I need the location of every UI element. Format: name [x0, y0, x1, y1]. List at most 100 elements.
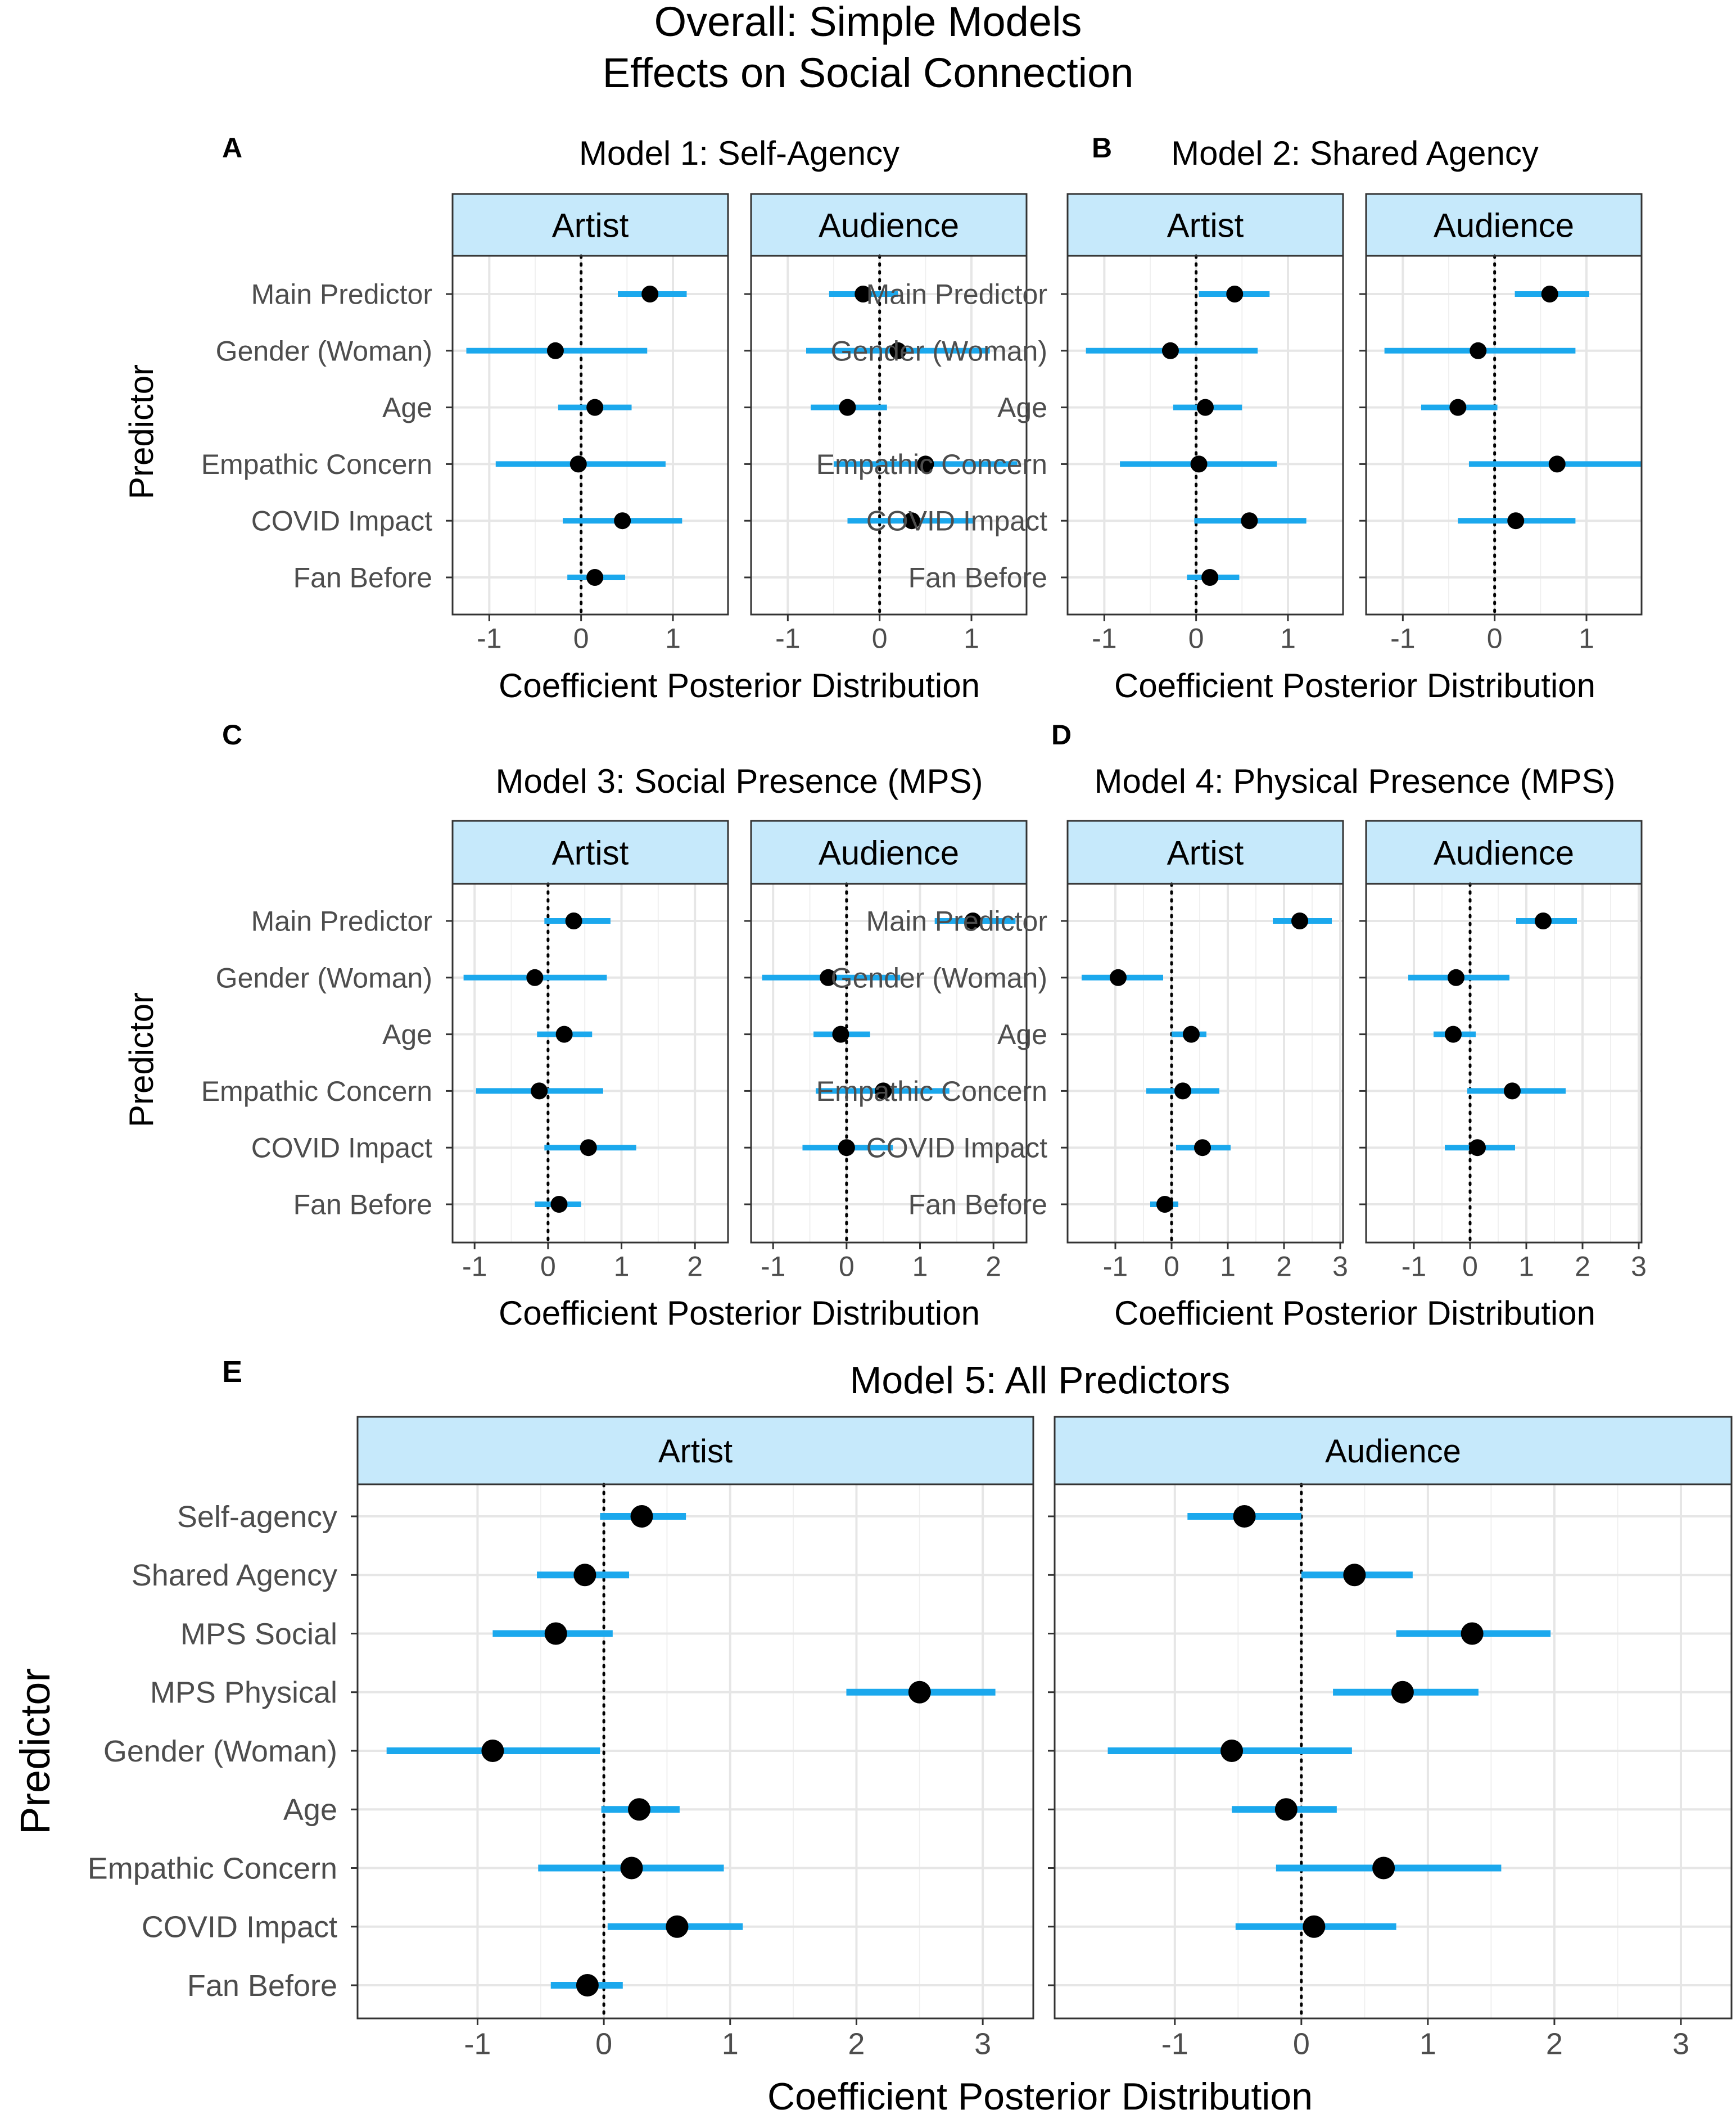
estimate-point	[832, 1026, 849, 1043]
x-tick-label: 1	[614, 1251, 630, 1282]
predictor-label: Main Predictor	[251, 906, 432, 937]
estimate-point	[1448, 969, 1464, 986]
facet-border	[451, 255, 729, 616]
estimate-point	[1241, 512, 1258, 530]
facet-border	[750, 883, 1028, 1244]
estimate-point	[1190, 455, 1208, 473]
x-tick-label: 1	[1518, 1251, 1534, 1282]
estimate-point	[573, 1564, 596, 1587]
estimate-point	[614, 512, 631, 530]
facet-strip-label: Artist	[552, 834, 629, 872]
predictor-label: COVID Impact	[142, 1910, 337, 1944]
predictor-label: Self-agency	[177, 1500, 337, 1534]
estimate-point	[565, 913, 582, 929]
estimate-point	[586, 569, 604, 586]
predictor-label: Gender (Woman)	[103, 1734, 337, 1768]
facet-audience: Audience -1 0 1	[1359, 193, 1643, 654]
facet-strip	[1365, 820, 1643, 885]
x-tick-label: 1	[1280, 623, 1296, 654]
estimate-point	[1201, 569, 1219, 586]
x-axis-title: Coefficient Posterior Distribution	[767, 2075, 1313, 2114]
estimate-point	[1194, 1139, 1211, 1157]
estimate-point	[1183, 1026, 1200, 1043]
facet-strip-label: Artist	[552, 207, 629, 245]
estimate-point	[546, 342, 564, 359]
y-axis-title: Predictor	[123, 364, 160, 499]
estimate-point	[576, 1974, 599, 1996]
chart-panel-b: B Model 2: Shared Agency Artist -1 0 1 Main Pr…	[816, 132, 1643, 704]
x-tick-label: 2	[985, 1251, 1001, 1282]
chart-panel-d: D Model 4: Physical Presence (MPS) Artist -…	[816, 719, 1647, 1332]
estimate-point	[1445, 1026, 1462, 1043]
facet-audience: Audience -1 0 1 2	[744, 820, 1028, 1282]
facet-artist: Artist -1 0 1 2 3 Main Predictor Gender (Woman)…	[816, 820, 1348, 1282]
x-tick-label: 1	[1419, 2027, 1436, 2061]
facet-border	[1365, 883, 1643, 1244]
facet-strip	[1066, 820, 1344, 885]
x-tick-label: 0	[595, 2027, 612, 2061]
x-tick-label: 1	[1220, 1251, 1236, 1282]
predictor-label: Age	[997, 392, 1047, 423]
predictor-label: Empathic Concern	[201, 449, 432, 480]
estimate-point	[875, 1082, 892, 1100]
estimate-point	[1461, 1622, 1484, 1645]
x-tick-label: 3	[1631, 1251, 1647, 1282]
estimate-point	[1274, 1798, 1298, 1821]
x-tick-label: -1	[462, 1251, 487, 1282]
estimate-point	[889, 342, 907, 359]
predictor-label: MPS Social	[180, 1617, 337, 1651]
facet-strip-label: Artist	[658, 1433, 733, 1470]
x-tick-label: 0	[1188, 623, 1204, 654]
facet-strip-label: Audience	[819, 834, 959, 872]
x-tick-label: 1	[964, 623, 979, 654]
estimate-point	[1226, 286, 1244, 302]
y-axis-title: Predictor	[123, 992, 160, 1127]
x-tick-label: 3	[974, 2027, 991, 2061]
panel-title: Model 5: All Predictors	[850, 1359, 1231, 1402]
x-tick-label: -1	[1161, 2027, 1188, 2061]
predictor-label: Gender (Woman)	[831, 962, 1047, 993]
predictor-label: Main Predictor	[866, 906, 1047, 937]
panel-title: Model 4: Physical Presence (MPS)	[1094, 762, 1615, 800]
x-tick-label: 1	[912, 1251, 928, 1282]
estimate-point	[903, 512, 920, 530]
estimate-point	[1391, 1681, 1414, 1704]
chart-panel-a: A Model 1: Self-Agency Artist -1 0 1 Main Pred…	[123, 132, 1028, 704]
x-tick-label: -1	[464, 2027, 491, 2061]
estimate-point	[1303, 1915, 1326, 1938]
panel-title: Model 1: Self-Agency	[579, 134, 899, 172]
facet-strip	[356, 1416, 1034, 1485]
x-axis-title: Coefficient Posterior Distribution	[1114, 667, 1595, 704]
estimate-point	[908, 1681, 931, 1704]
estimate-point	[1197, 399, 1214, 416]
estimate-point	[531, 1082, 548, 1100]
predictor-label: Age	[283, 1793, 337, 1827]
predictor-label: Fan Before	[293, 1189, 432, 1221]
x-tick-label: 1	[665, 623, 681, 654]
x-axis-title: Coefficient Posterior Distribution	[499, 667, 980, 704]
panel-title: Model 2: Shared Agency	[1171, 134, 1539, 172]
panel-tag: D	[1051, 719, 1072, 751]
predictor-label: Empathic Concern	[88, 1851, 337, 1885]
estimate-point	[1220, 1740, 1244, 1762]
x-tick-label: 0	[872, 623, 888, 654]
predictor-label: Shared Agency	[132, 1559, 337, 1592]
x-tick-label: -1	[775, 623, 800, 654]
facet-strip	[1365, 193, 1643, 257]
facet-border	[451, 883, 729, 1244]
estimate-point	[1174, 1082, 1191, 1100]
estimate-point	[544, 1622, 567, 1645]
estimate-point	[1372, 1856, 1395, 1880]
estimate-point	[838, 1139, 855, 1157]
x-tick-label: 2	[1575, 1251, 1590, 1282]
x-tick-label: 0	[839, 1251, 855, 1282]
panel-tag: E	[222, 1355, 242, 1389]
predictor-label: Gender (Woman)	[831, 335, 1047, 367]
figure-subtitle: Effects on Social Connection	[602, 49, 1134, 96]
x-tick-label: 2	[1546, 2027, 1563, 2061]
x-tick-label: -1	[477, 623, 501, 654]
estimate-point	[1504, 1082, 1521, 1100]
facet-strip-label: Artist	[1167, 207, 1244, 245]
estimate-point	[481, 1740, 504, 1762]
predictor-label: Age	[382, 1019, 432, 1050]
